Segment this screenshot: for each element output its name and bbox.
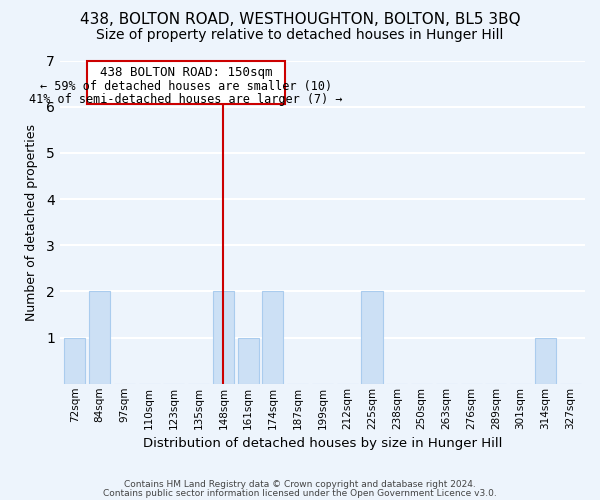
FancyBboxPatch shape xyxy=(87,60,285,104)
Text: Contains public sector information licensed under the Open Government Licence v3: Contains public sector information licen… xyxy=(103,488,497,498)
Bar xyxy=(213,292,234,384)
X-axis label: Distribution of detached houses by size in Hunger Hill: Distribution of detached houses by size … xyxy=(143,437,502,450)
Bar xyxy=(262,292,283,384)
Bar xyxy=(238,338,259,384)
Bar xyxy=(89,292,110,384)
Text: 41% of semi-detached houses are larger (7) →: 41% of semi-detached houses are larger (… xyxy=(29,93,343,106)
Bar xyxy=(535,338,556,384)
Bar xyxy=(64,338,85,384)
Text: 438, BOLTON ROAD, WESTHOUGHTON, BOLTON, BL5 3BQ: 438, BOLTON ROAD, WESTHOUGHTON, BOLTON, … xyxy=(80,12,520,28)
Text: Contains HM Land Registry data © Crown copyright and database right 2024.: Contains HM Land Registry data © Crown c… xyxy=(124,480,476,489)
Bar xyxy=(361,292,383,384)
Text: ← 59% of detached houses are smaller (10): ← 59% of detached houses are smaller (10… xyxy=(40,80,332,93)
Text: 438 BOLTON ROAD: 150sqm: 438 BOLTON ROAD: 150sqm xyxy=(100,66,272,79)
Text: Size of property relative to detached houses in Hunger Hill: Size of property relative to detached ho… xyxy=(97,28,503,42)
Y-axis label: Number of detached properties: Number of detached properties xyxy=(25,124,38,320)
